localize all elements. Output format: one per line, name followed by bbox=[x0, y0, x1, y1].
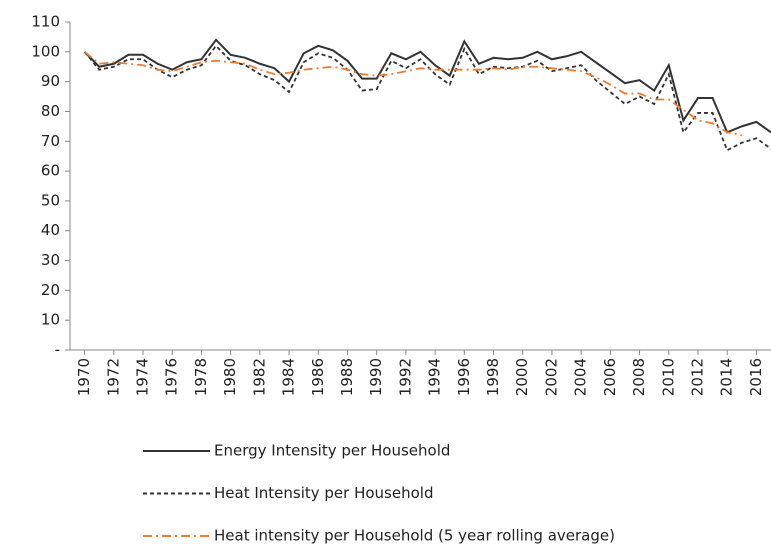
y-tick-label: 110 bbox=[31, 13, 60, 31]
x-tick-label: 1976 bbox=[163, 358, 181, 396]
y-tick-label: 80 bbox=[41, 102, 60, 120]
y-tick-label: 90 bbox=[41, 72, 60, 90]
x-tick-label: 1988 bbox=[338, 358, 356, 396]
legend-label: Heat intensity per Household (5 year rol… bbox=[214, 527, 615, 545]
y-tick-label: 20 bbox=[41, 281, 60, 299]
x-tick-label: 2002 bbox=[542, 358, 560, 396]
legend-label: Heat Intensity per Household bbox=[214, 484, 433, 502]
legend-label: Energy Intensity per Household bbox=[214, 442, 450, 460]
x-tick-label: 1992 bbox=[396, 358, 414, 396]
x-tick-label: 2000 bbox=[513, 358, 531, 396]
x-tick-label: 1982 bbox=[250, 358, 268, 396]
x-tick-label: 2008 bbox=[630, 358, 648, 396]
x-tick-label: 1990 bbox=[367, 358, 385, 396]
x-tick-label: 1970 bbox=[75, 358, 93, 396]
y-tick-label: 30 bbox=[41, 251, 60, 269]
y-tick-label: 70 bbox=[41, 132, 60, 150]
series-line bbox=[84, 51, 742, 137]
y-tick-label: 40 bbox=[41, 221, 60, 239]
y-tick-label: - bbox=[55, 341, 60, 359]
x-tick-label: 2012 bbox=[688, 358, 706, 396]
x-tick-label: 2010 bbox=[659, 358, 677, 396]
x-tick-label: 1972 bbox=[104, 358, 122, 396]
y-tick-label: 10 bbox=[41, 311, 60, 329]
x-tick-label: 1984 bbox=[280, 358, 298, 396]
x-tick-label: 2014 bbox=[718, 358, 736, 396]
series-line bbox=[83, 38, 771, 134]
x-tick-label: 2016 bbox=[747, 358, 765, 396]
x-tick-label: 1986 bbox=[309, 358, 327, 396]
x-tick-label: 2006 bbox=[601, 358, 619, 396]
y-tick-label: 50 bbox=[41, 191, 60, 209]
x-tick-label: 1996 bbox=[455, 358, 473, 396]
y-tick-label: 60 bbox=[41, 162, 60, 180]
x-tick-label: 1974 bbox=[134, 358, 152, 396]
x-tick-label: 1998 bbox=[484, 358, 502, 396]
y-tick-label: 100 bbox=[31, 42, 60, 60]
x-tick-label: 1978 bbox=[192, 358, 210, 396]
x-tick-label: 1980 bbox=[221, 358, 239, 396]
x-tick-label: 1994 bbox=[426, 358, 444, 396]
x-tick-label: 2004 bbox=[572, 358, 590, 396]
